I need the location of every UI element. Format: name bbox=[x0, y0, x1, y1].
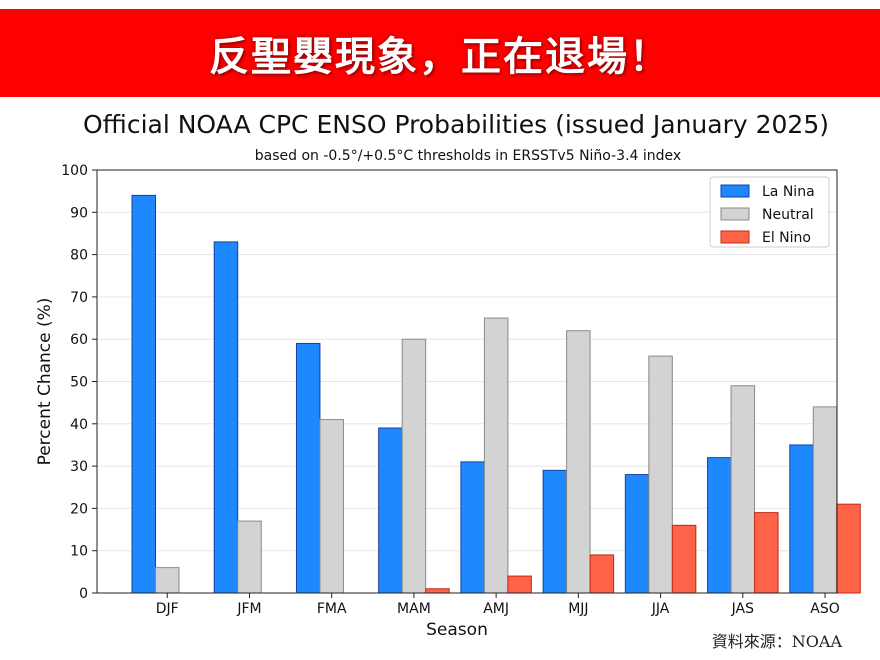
y-axis-label: Percent Chance (%) bbox=[35, 298, 55, 466]
bar-el-nino-mjj bbox=[589, 554, 615, 594]
source-credit: 資料來源：NOAA bbox=[711, 632, 842, 651]
x-tick-label: FMA bbox=[317, 601, 347, 617]
chart-title: Official NOAA CPC ENSO Probabilities (is… bbox=[82, 110, 829, 139]
headline-banner: 反聖嬰現象，正在退場！ bbox=[0, 9, 880, 97]
legend-label-neutral: Neutral bbox=[762, 207, 814, 223]
bar-la-nina-jja bbox=[624, 474, 650, 594]
bar-la-nina-mjj bbox=[542, 469, 568, 594]
bar-neutral-aso bbox=[812, 406, 838, 594]
bar-neutral-jas bbox=[730, 385, 756, 594]
bar-neutral-jfm bbox=[237, 520, 262, 594]
y-tick-label: 20 bbox=[70, 501, 88, 517]
x-tick-label: JAS bbox=[731, 601, 754, 617]
legend-swatch-la-nina bbox=[720, 184, 750, 198]
chart-subtitle: based on -0.5°/+0.5°C thresholds in ERSS… bbox=[254, 148, 682, 164]
bar-el-nino-jja bbox=[671, 524, 697, 594]
legend-swatch-neutral bbox=[720, 207, 750, 221]
legend-label-la-nina: La Nina bbox=[762, 184, 815, 200]
x-tick-label: ASO bbox=[810, 601, 839, 617]
y-tick-label: 90 bbox=[70, 205, 88, 221]
bar-el-nino-amj bbox=[507, 575, 532, 594]
x-tick-label: MAM bbox=[397, 601, 431, 617]
bar-neutral-amj bbox=[483, 317, 509, 594]
y-tick-label: 0 bbox=[79, 586, 88, 602]
y-tick-label: 60 bbox=[70, 332, 88, 348]
bar-la-nina-amj bbox=[460, 461, 485, 594]
x-tick-label: AMJ bbox=[483, 601, 509, 617]
y-tick-label: 50 bbox=[70, 375, 88, 391]
bar-neutral-mam bbox=[401, 338, 427, 594]
x-axis-label: Season bbox=[426, 620, 488, 640]
bar-la-nina-aso bbox=[789, 444, 814, 594]
y-tick-label: 40 bbox=[70, 417, 88, 433]
legend-label-el-nino: El Nino bbox=[762, 230, 811, 246]
bar-la-nina-djf bbox=[131, 194, 156, 594]
x-tick-label: JFM bbox=[236, 601, 261, 617]
bar-la-nina-fma bbox=[295, 342, 321, 594]
bar-el-nino-mam bbox=[425, 588, 450, 594]
bar-neutral-fma bbox=[319, 419, 344, 594]
bar-el-nino-jas bbox=[754, 512, 779, 594]
y-tick-label: 10 bbox=[70, 544, 88, 560]
y-tick-label: 70 bbox=[70, 290, 88, 306]
x-tick-label: MJJ bbox=[568, 601, 588, 617]
bar-la-nina-jfm bbox=[213, 241, 239, 594]
headline-text: 反聖嬰現象，正在退場！ bbox=[209, 34, 671, 80]
bar-el-nino-aso bbox=[836, 503, 861, 594]
y-tick-label: 30 bbox=[70, 459, 88, 475]
x-tick-label: JJA bbox=[651, 601, 670, 617]
bar-la-nina-jas bbox=[707, 457, 732, 594]
legend-swatch-el-nino bbox=[720, 230, 750, 244]
y-tick-label: 100 bbox=[61, 163, 88, 179]
x-tick-label: DJF bbox=[156, 601, 179, 617]
bar-neutral-mjj bbox=[566, 330, 591, 594]
bar-la-nina-mam bbox=[378, 427, 403, 594]
bar-neutral-jja bbox=[648, 355, 673, 594]
bar-neutral-djf bbox=[155, 567, 180, 594]
y-tick-label: 80 bbox=[70, 248, 88, 264]
